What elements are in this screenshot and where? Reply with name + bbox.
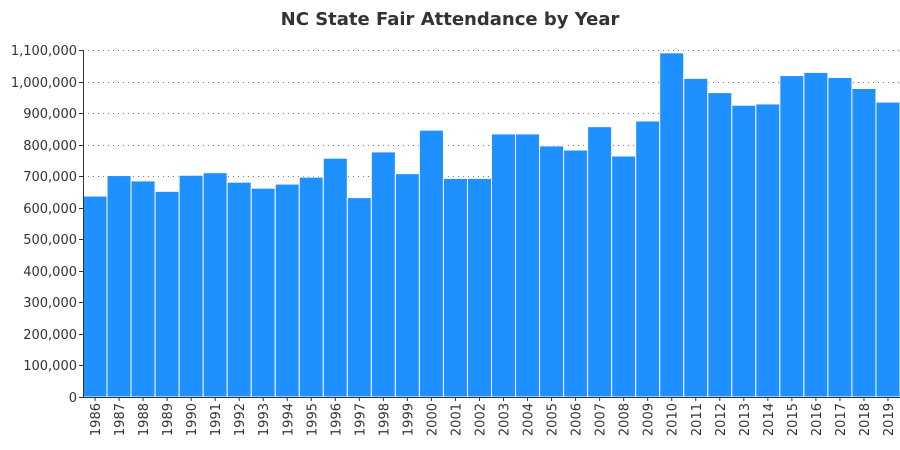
bar-2000: [418, 129, 444, 398]
bar-1992: [226, 181, 252, 398]
bar-2002: [466, 177, 492, 398]
bar-2003: [491, 133, 517, 398]
x-tick-label: 1995: [305, 403, 320, 436]
axes: [79, 50, 900, 401]
x-tick-label: 1987: [113, 403, 128, 436]
bar-2017: [827, 76, 853, 398]
bars: [82, 52, 900, 398]
x-tick-label: 2012: [714, 403, 729, 436]
bar-1986: [82, 195, 108, 398]
y-tick-label: 600,000: [23, 202, 77, 217]
bar-1993: [250, 187, 276, 398]
x-tick-label: 1999: [401, 403, 416, 436]
y-tick-label: 0: [69, 391, 77, 406]
y-tick-label: 700,000: [23, 170, 77, 185]
y-tick-label: 400,000: [23, 265, 77, 280]
bar-1997: [346, 197, 372, 398]
x-tick-label: 1992: [233, 403, 248, 436]
x-tick-label: 2002: [473, 403, 488, 436]
x-tick-label: 2015: [786, 403, 801, 436]
bar-1999: [394, 173, 420, 398]
x-tick-label: 2004: [522, 403, 537, 436]
bar-2014: [755, 103, 781, 398]
x-tick-label: 1988: [137, 403, 152, 436]
y-tick-label: 900,000: [23, 107, 77, 122]
x-tick-label: 2011: [690, 403, 705, 436]
x-tick-label: 1989: [161, 403, 176, 436]
y-tick-label: 300,000: [23, 296, 77, 311]
x-tick-label: 1997: [353, 403, 368, 436]
x-tick-label: 2014: [762, 403, 777, 436]
x-tick-label: 2019: [882, 403, 897, 436]
x-tick-label: 2018: [858, 403, 873, 436]
bar-1994: [274, 183, 300, 398]
bar-2009: [635, 120, 661, 398]
x-tick-label: 2010: [666, 403, 681, 436]
x-tick-label: 2009: [642, 403, 657, 436]
bar-2006: [563, 149, 589, 398]
x-tick-label: 1990: [185, 403, 200, 436]
bar-2012: [707, 92, 733, 398]
x-tick-label: 1994: [281, 403, 296, 436]
x-tick-label: 2006: [570, 403, 585, 436]
x-tick-label: 2013: [738, 403, 753, 436]
bar-2013: [731, 104, 757, 398]
y-tick-label: 500,000: [23, 233, 77, 248]
x-tick-label: 1998: [377, 403, 392, 436]
bar-2015: [779, 75, 805, 398]
bar-2010: [659, 52, 685, 398]
x-tick-label: 2000: [425, 403, 440, 436]
bar-1990: [178, 174, 204, 398]
chart-title: NC State Fair Attendance by Year: [281, 9, 620, 30]
y-tick-labels: 0 100,000 200,000 300,000 400,000 500,000 600,…: [11, 44, 77, 406]
x-tick-label: 2017: [834, 403, 849, 436]
bar-2018: [851, 87, 877, 398]
bar-2016: [803, 71, 829, 398]
bar-1996: [322, 157, 348, 398]
bar-1989: [154, 190, 180, 398]
bar-2011: [683, 77, 709, 398]
y-tick-label: 100,000: [23, 359, 77, 374]
bar-1995: [298, 176, 324, 398]
bar-1988: [130, 180, 156, 398]
bar-1998: [370, 151, 396, 398]
x-tick-label: 1993: [257, 403, 272, 436]
bar-2005: [539, 145, 565, 398]
x-tick-label: 1986: [89, 403, 104, 436]
x-tick-labels: 1986 1987 1988 1989 1990 1991 1992 1993 1994 1995…: [89, 403, 897, 436]
y-tick-label: 1,000,000: [11, 76, 77, 91]
x-tick-label: 2001: [449, 403, 464, 436]
y-tick-label: 1,100,000: [11, 44, 77, 59]
x-tick-label: 1996: [329, 403, 344, 436]
x-tick-label: 2008: [618, 403, 633, 436]
bar-2004: [515, 133, 541, 398]
bar-2007: [587, 126, 613, 398]
x-tick-label: 1991: [209, 403, 224, 436]
y-tick-label: 800,000: [23, 139, 77, 154]
bar-2019: [875, 101, 900, 398]
y-tick-label: 200,000: [23, 328, 77, 343]
bar-1991: [202, 172, 228, 398]
x-tick-label: 2005: [546, 403, 561, 436]
bar-2008: [611, 155, 637, 398]
x-tick-label: 2016: [810, 403, 825, 436]
x-tick-label: 2007: [594, 403, 609, 436]
bar-1987: [106, 175, 132, 398]
bar-2001: [442, 177, 468, 398]
x-tick-label: 2003: [498, 403, 513, 436]
